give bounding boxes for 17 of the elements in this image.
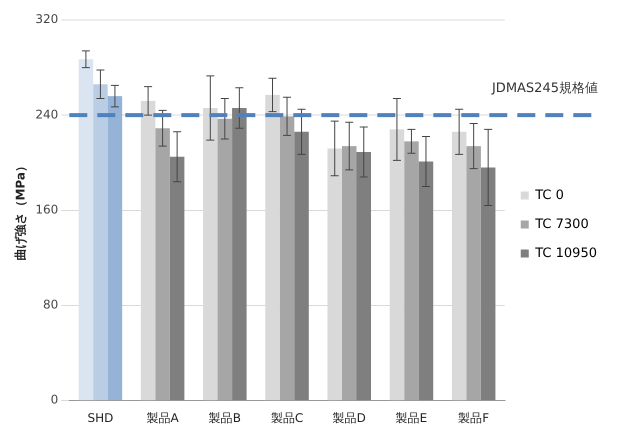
y-tick-label: 0 xyxy=(50,392,58,407)
y-tick-label: 80 xyxy=(43,298,58,312)
y-tick-label: 320 xyxy=(35,12,58,26)
x-tick-label: 製品D xyxy=(332,410,366,425)
y-axis-title: 曲げ強さ（MPa） xyxy=(13,160,28,261)
x-tick-label: 製品F xyxy=(458,410,490,425)
x-tick-label: 製品E xyxy=(396,410,428,425)
y-tick-label: 160 xyxy=(35,202,58,216)
legend-label: TC 7300 xyxy=(534,216,589,232)
x-tick-label: SHD xyxy=(87,410,114,425)
legend-label: TC 0 xyxy=(534,188,564,203)
y-tick-label: 240 xyxy=(35,107,58,122)
legend-label: TC 10950 xyxy=(534,246,598,261)
x-tick-label: 製品C xyxy=(270,410,304,425)
x-tick-label: 製品B xyxy=(208,410,241,425)
ref-line-label: JDMAS245規格値 xyxy=(490,81,598,96)
x-tick-label: 製品A xyxy=(146,410,180,425)
